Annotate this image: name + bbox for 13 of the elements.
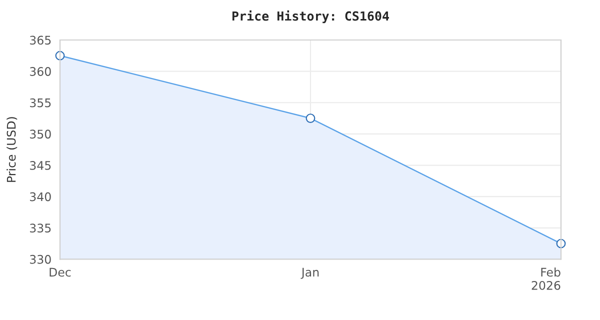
chart-title: Price History: CS1604: [232, 10, 389, 24]
y-tick-label: 340: [30, 192, 51, 202]
y-axis-title: Price (USD): [6, 117, 18, 182]
y-tick-label: 330: [30, 254, 51, 264]
y-tick-label: 335: [30, 224, 51, 233]
x-tick-label: Feb 2026: [532, 268, 560, 290]
y-tick-label: 350: [30, 130, 51, 139]
y-tick-label: 365: [30, 36, 51, 45]
y-tick-label: 355: [30, 98, 51, 108]
y-tick-label: 345: [30, 160, 51, 170]
x-tick-label: Jan: [300, 268, 319, 279]
y-tick-label: 360: [30, 67, 51, 76]
x-tick-label: Dec: [50, 268, 71, 277]
